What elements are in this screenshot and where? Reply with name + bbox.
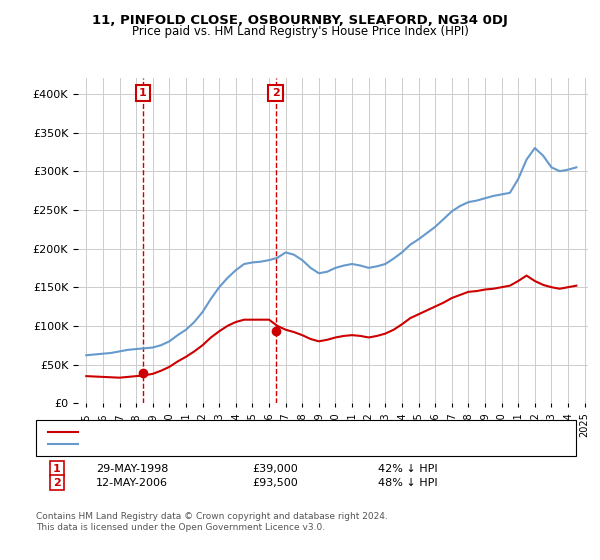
Text: £93,500: £93,500 bbox=[252, 478, 298, 488]
Text: £39,000: £39,000 bbox=[252, 464, 298, 474]
Text: 11, PINFOLD CLOSE, OSBOURNBY, SLEAFORD, NG34 0DJ: 11, PINFOLD CLOSE, OSBOURNBY, SLEAFORD, … bbox=[92, 14, 508, 27]
Text: 11, PINFOLD CLOSE, OSBOURNBY, SLEAFORD, NG34 0DJ (detached house): 11, PINFOLD CLOSE, OSBOURNBY, SLEAFORD, … bbox=[81, 427, 468, 437]
Text: Price paid vs. HM Land Registry's House Price Index (HPI): Price paid vs. HM Land Registry's House … bbox=[131, 25, 469, 38]
Text: 1: 1 bbox=[53, 464, 61, 474]
Text: 2: 2 bbox=[53, 478, 61, 488]
Text: 48% ↓ HPI: 48% ↓ HPI bbox=[378, 478, 437, 488]
Text: 1: 1 bbox=[139, 88, 146, 98]
Text: Contains HM Land Registry data © Crown copyright and database right 2024.
This d: Contains HM Land Registry data © Crown c… bbox=[36, 512, 388, 532]
Text: 12-MAY-2006: 12-MAY-2006 bbox=[96, 478, 168, 488]
Text: 2: 2 bbox=[272, 88, 280, 98]
Text: HPI: Average price, detached house, North Kesteven: HPI: Average price, detached house, Nort… bbox=[81, 438, 354, 449]
Text: 42% ↓ HPI: 42% ↓ HPI bbox=[378, 464, 437, 474]
Text: 29-MAY-1998: 29-MAY-1998 bbox=[96, 464, 169, 474]
